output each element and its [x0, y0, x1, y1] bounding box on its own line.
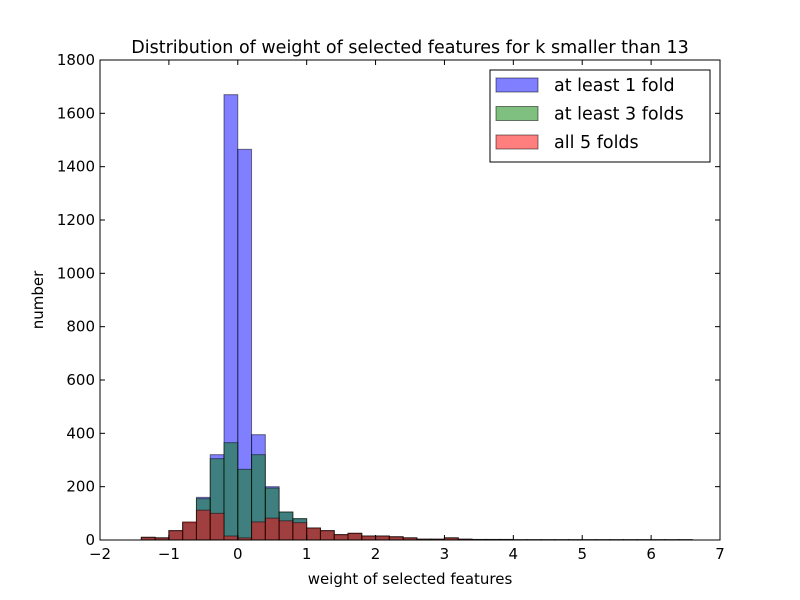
x-tick-label: 7	[715, 545, 725, 563]
histogram-bar	[361, 535, 377, 541]
x-tick-label: −2	[89, 545, 111, 563]
y-tick-label: 1200	[57, 211, 95, 229]
histogram-bar	[375, 535, 390, 541]
y-tick-label: 600	[66, 371, 95, 389]
x-axis-label: weight of selected features	[308, 570, 513, 588]
histogram-bar	[168, 530, 184, 541]
histogram-bar	[306, 527, 321, 541]
histogram-bar	[195, 509, 211, 541]
x-tick-label: 2	[371, 545, 381, 563]
histogram-bar	[209, 512, 225, 541]
legend-swatch	[495, 77, 539, 93]
y-tick-label: 1400	[57, 158, 95, 176]
histogram-bar	[347, 532, 363, 541]
legend-label: at least 1 fold	[554, 76, 675, 96]
legend-swatch	[495, 134, 539, 150]
y-tick-label: 0	[85, 531, 95, 549]
y-axis-label: number	[29, 270, 47, 329]
legend-label: at least 3 folds	[554, 105, 684, 125]
histogram-bar	[223, 442, 239, 541]
x-tick-label: 3	[440, 545, 450, 563]
histogram-bar	[223, 535, 239, 541]
y-tick-label: 200	[66, 478, 95, 496]
histogram-bar	[333, 534, 349, 541]
plot-area-frame	[99, 59, 721, 541]
histogram-bar	[292, 522, 308, 541]
y-tick-label: 1800	[57, 51, 95, 69]
histogram-bar	[237, 468, 253, 541]
histogram-bar	[278, 520, 294, 541]
x-tick-label: 1	[302, 545, 312, 563]
y-tick-label: 800	[66, 318, 95, 336]
y-tick-label: 1000	[57, 264, 95, 282]
legend-label: all 5 folds	[554, 133, 639, 153]
axis-ticks: −2 −1 0 1 2 3 4 5 6 7 0 200 400 600 800 1000 1200 1400 160…	[57, 51, 725, 563]
x-tick-label: 4	[509, 545, 519, 563]
histogram-bar	[182, 521, 197, 541]
histogram-bar	[264, 517, 280, 541]
histogram-bar	[251, 521, 266, 541]
x-tick-label: 5	[577, 545, 587, 563]
x-tick-label: −1	[158, 545, 180, 563]
legend: at least 1 fold at least 3 folds all 5 fol…	[489, 69, 711, 163]
x-tick-label: 6	[646, 545, 656, 563]
x-tick-label: 0	[233, 545, 243, 563]
histogram-bar	[319, 530, 335, 541]
chart-title: Distribution of weight of selected featu…	[131, 38, 688, 58]
y-tick-label: 1600	[57, 104, 95, 122]
y-tick-label: 400	[66, 424, 95, 442]
legend-swatch	[495, 106, 539, 121]
